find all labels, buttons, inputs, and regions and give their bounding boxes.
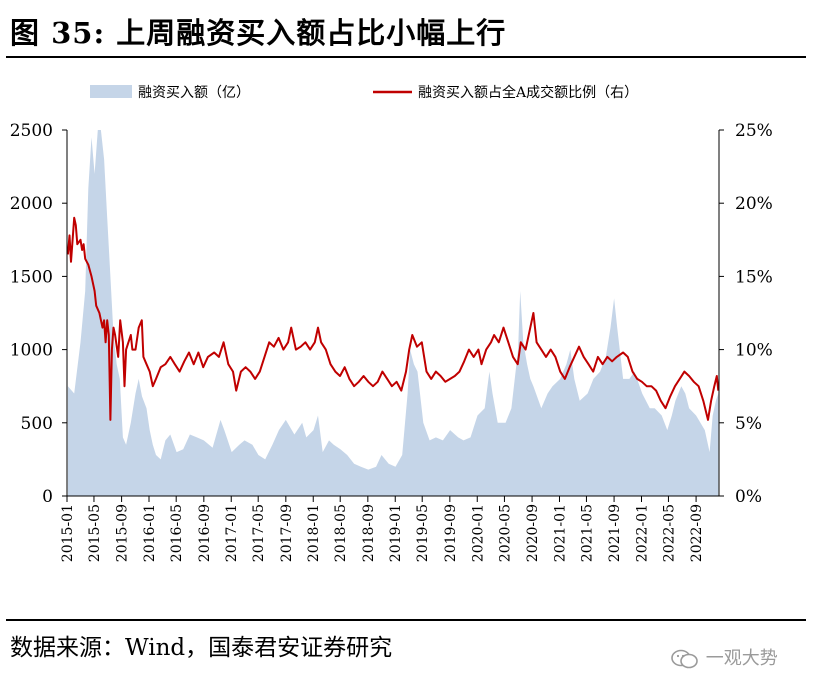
- x-tick-label: 2016-05: [169, 504, 185, 562]
- watermark: 一观大势: [670, 644, 778, 670]
- x-tick-label: 2020-09: [525, 504, 541, 562]
- y-left-tick-label: 1500: [10, 267, 53, 287]
- x-tick-label: 2022-09: [689, 504, 705, 562]
- watermark-text: 一观大势: [705, 648, 778, 669]
- legend-swatch-area: [90, 85, 132, 98]
- x-tick-label: 2019-09: [443, 504, 459, 562]
- x-tick-label: 2019-05: [415, 504, 431, 562]
- source-rule: [6, 619, 806, 621]
- figure-title: 图 35: 上周融资买入额占比小幅上行: [10, 16, 507, 50]
- x-tick-label: 2022-05: [661, 504, 677, 562]
- y-right-tick-label: 0%: [735, 487, 762, 507]
- y-left-tick-label: 2500: [10, 121, 53, 141]
- legend-label-area: 融资买入额（亿）: [138, 85, 250, 101]
- x-tick-label: 2020-01: [470, 504, 486, 562]
- y-right-tick-label: 25%: [735, 121, 773, 141]
- y-left-tick-label: 500: [21, 414, 53, 434]
- legend: 融资买入额（亿） 融资买入额占全A成交额比例（右）: [90, 84, 638, 101]
- x-tick-label: 2022-01: [634, 504, 650, 562]
- x-tick-label: 2021-01: [552, 504, 568, 562]
- y-right-tick-label: 15%: [735, 267, 773, 287]
- y-right-tick-label: 10%: [735, 341, 773, 361]
- x-tick-label: 2016-01: [142, 504, 158, 562]
- y-right-tick-label: 20%: [735, 194, 773, 214]
- x-tick-label: 2021-05: [579, 504, 595, 562]
- legend-label-line: 融资买入额占全A成交额比例（右）: [418, 84, 638, 101]
- x-tick-label: 2019-01: [388, 504, 404, 562]
- x-tick-label: 2018-05: [333, 504, 349, 562]
- x-tick-label: 2020-05: [497, 504, 513, 562]
- series-financing-ratio-line: [66, 216, 720, 421]
- x-tick-label: 2021-09: [607, 504, 623, 562]
- axes: 0 500 1000 1500 2000 2500 0% 5% 10% 15% 20% 25% 2015…: [10, 121, 773, 562]
- series-financing-buy-area: [67, 130, 719, 496]
- x-tick-label: 2015-01: [60, 504, 76, 562]
- wechat-icon: [671, 649, 698, 669]
- x-tick-label: 2018-09: [361, 504, 377, 562]
- y-left-tick-label: 2000: [10, 194, 53, 214]
- x-tick-label: 2017-01: [224, 504, 240, 562]
- y-left-tick-label: 1000: [10, 341, 53, 361]
- y-left-tick-label: 0: [42, 487, 53, 507]
- x-tick-label: 2017-05: [251, 504, 267, 562]
- x-tick-label: 2018-01: [306, 504, 322, 562]
- x-tick-label: 2015-09: [115, 504, 131, 562]
- source-note: 数据来源：Wind，国泰君安证券研究: [10, 635, 393, 661]
- x-tick-label: 2017-09: [279, 504, 295, 562]
- title-rule: [6, 56, 806, 58]
- x-tick-label: 2015-05: [87, 504, 103, 562]
- x-tick-label: 2016-09: [197, 504, 213, 562]
- plot-area: [66, 130, 720, 496]
- y-right-tick-label: 5%: [735, 414, 762, 434]
